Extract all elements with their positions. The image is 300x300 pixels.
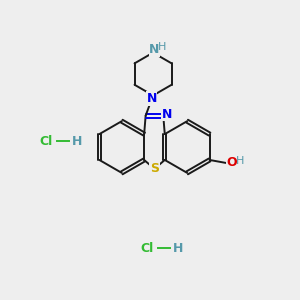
Text: H: H [236, 156, 244, 167]
Text: Cl: Cl [140, 242, 154, 255]
Text: O: O [226, 156, 237, 170]
Text: H: H [158, 42, 166, 52]
Text: N: N [146, 92, 157, 105]
Text: N: N [162, 108, 172, 121]
Text: S: S [150, 162, 159, 176]
Text: H: H [72, 135, 83, 148]
Text: Cl: Cl [39, 135, 52, 148]
Text: N: N [149, 43, 160, 56]
Text: H: H [173, 242, 183, 255]
